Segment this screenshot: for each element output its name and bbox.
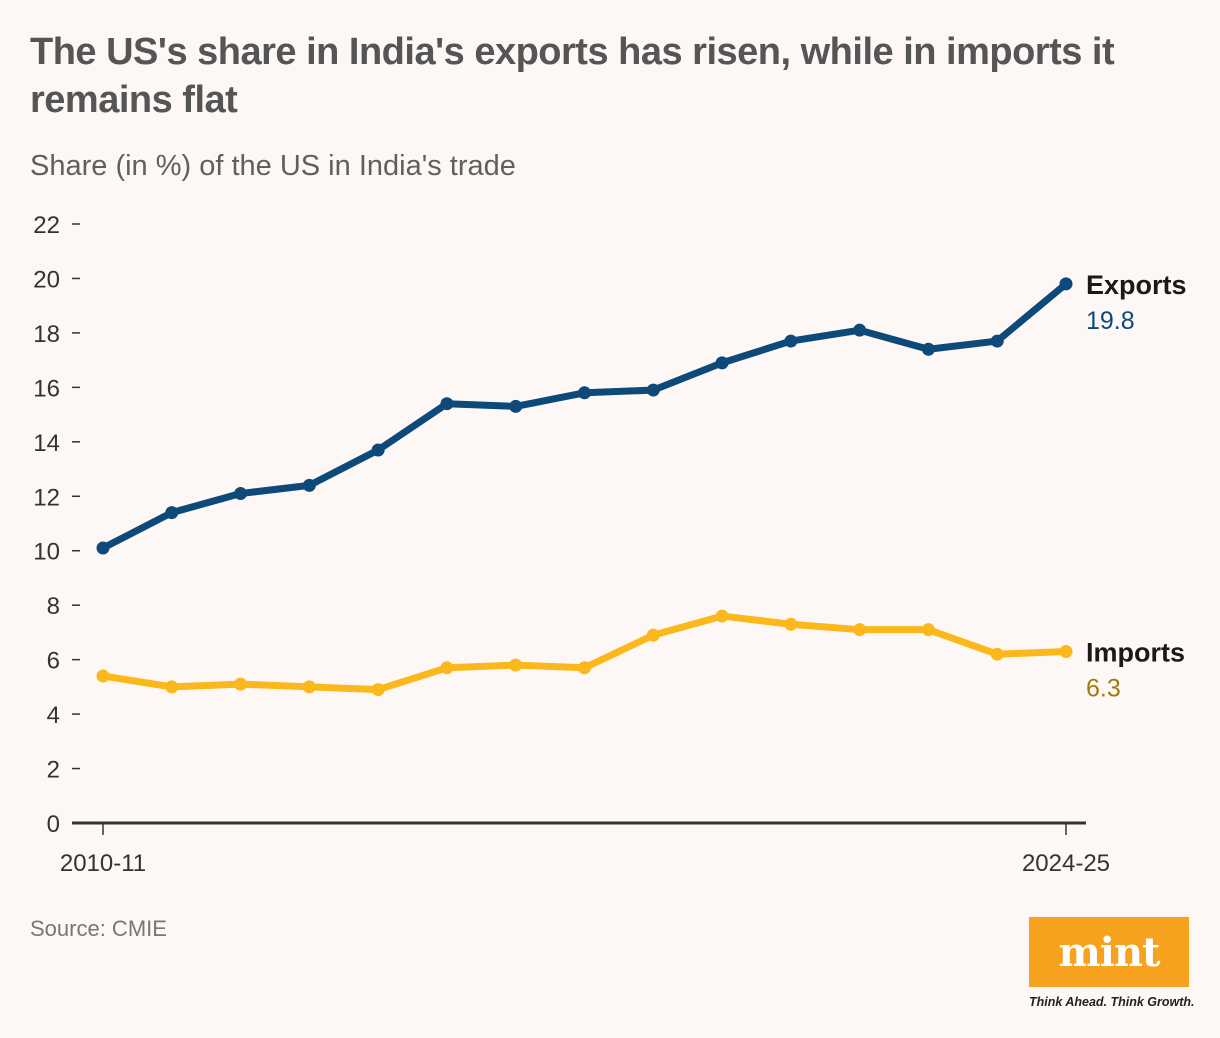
source-note: Source: CMIE: [30, 916, 167, 941]
exports-point: [371, 443, 385, 457]
imports-point: [1059, 644, 1073, 658]
exports-point: [578, 386, 591, 400]
y-tick-label: 20: [33, 266, 60, 293]
exports-point: [234, 487, 248, 501]
imports-point: [578, 661, 591, 675]
exports-point: [302, 478, 316, 492]
exports-point: [1059, 277, 1073, 291]
exports-point: [784, 334, 798, 348]
imports-point: [646, 628, 660, 642]
x-tick-label: 2010-11: [60, 850, 146, 877]
exports-point: [921, 342, 935, 356]
brand-tagline: Think Ahead. Think Growth.: [1029, 995, 1195, 1009]
imports-series-label: Imports: [1086, 637, 1185, 667]
imports-point: [853, 623, 867, 637]
exports-point: [165, 506, 179, 520]
imports-point: [440, 661, 454, 675]
y-tick-label: 22: [33, 212, 60, 239]
imports-point: [715, 609, 729, 623]
y-tick-label: 18: [33, 321, 60, 348]
y-tick-label: 4: [47, 702, 60, 729]
exports-series-label: Exports: [1086, 270, 1187, 300]
exports-point: [96, 541, 110, 555]
imports-point: [371, 683, 385, 697]
imports-point: [96, 669, 110, 683]
y-tick-label: 12: [33, 484, 60, 511]
imports-point: [784, 617, 798, 631]
chart-subtitle: Share (in %) of the US in India's trade: [30, 150, 516, 182]
exports-end-value: 19.8: [1086, 307, 1135, 335]
exports-point: [646, 383, 660, 397]
mint-logo: mint: [1029, 917, 1189, 987]
imports-point: [990, 647, 1004, 661]
exports-point: [509, 399, 523, 413]
imports-point: [921, 623, 935, 637]
imports-point: [302, 680, 316, 694]
y-tick-label: 6: [47, 648, 60, 675]
imports-end-value: 6.3: [1086, 674, 1121, 702]
y-tick-label: 16: [33, 375, 60, 402]
exports-point: [853, 323, 867, 337]
y-tick-label: 10: [33, 539, 60, 566]
y-tick-label: 8: [47, 593, 60, 620]
imports-point: [234, 677, 248, 691]
exports-point: [440, 397, 454, 411]
exports-point: [990, 334, 1004, 348]
imports-point: [165, 680, 179, 694]
exports-point: [715, 356, 729, 370]
imports-line: [99, 612, 1070, 694]
exports-line: [99, 280, 1070, 552]
y-tick-label: 14: [33, 430, 60, 457]
x-tick-label: 2024-25: [1022, 850, 1110, 877]
chart-title: The US's share in India's exports has ri…: [30, 31, 1115, 121]
y-tick-label: 0: [47, 811, 60, 838]
y-tick-label: 2: [47, 757, 60, 784]
imports-point: [509, 658, 523, 672]
